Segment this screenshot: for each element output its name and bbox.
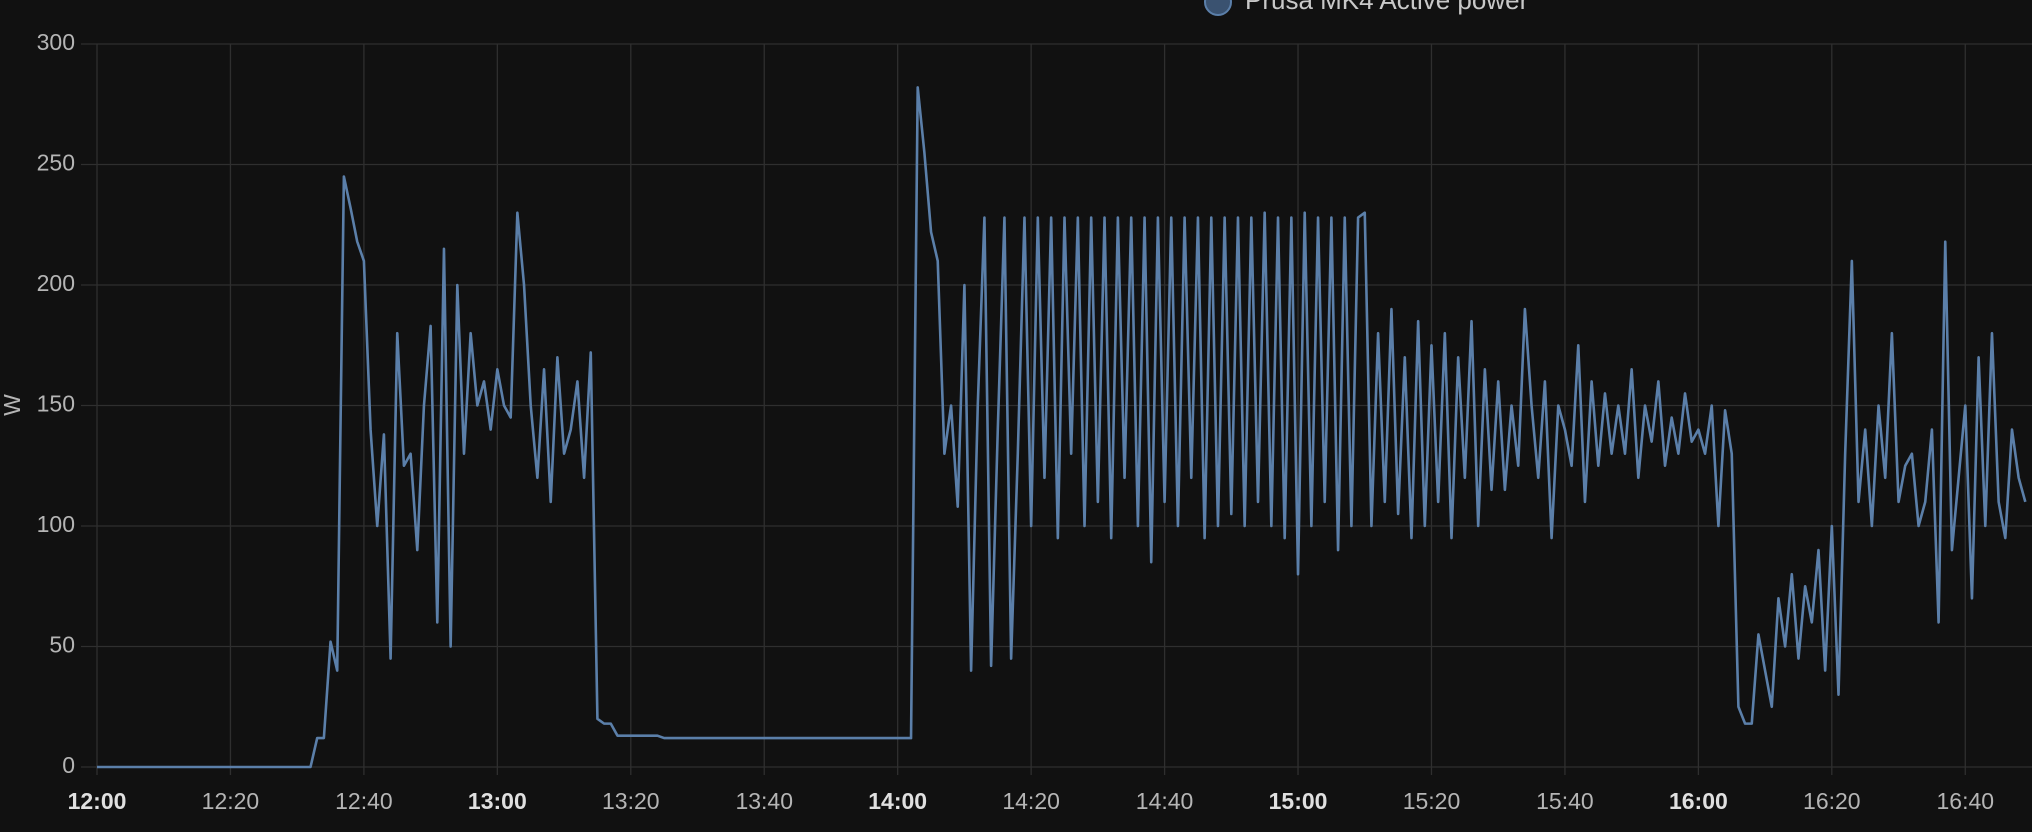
power-line <box>97 86 2027 769</box>
x-tick-label: 12:00 <box>68 788 127 814</box>
x-tick-label: 14:00 <box>868 788 927 814</box>
y-tick-label: 150 <box>37 391 75 417</box>
x-tick-label: 14:40 <box>1136 788 1194 814</box>
x-tick-label: 15:40 <box>1536 788 1594 814</box>
x-tick-label: 12:20 <box>202 788 260 814</box>
x-tick-label: 13:40 <box>735 788 793 814</box>
x-tick-label: 16:40 <box>1936 788 1994 814</box>
x-tick-label: 12:40 <box>335 788 393 814</box>
y-axis-label: W <box>0 394 25 416</box>
x-tick-label: 15:20 <box>1403 788 1461 814</box>
y-tick-label: 50 <box>49 632 75 658</box>
y-tick-label: 0 <box>62 752 75 778</box>
y-tick-label: 100 <box>37 511 75 537</box>
y-tick-label: 200 <box>37 270 75 296</box>
x-tick-label: 13:00 <box>468 788 527 814</box>
y-tick-label: 300 <box>37 29 75 55</box>
x-tick-label: 14:20 <box>1002 788 1060 814</box>
x-tick-label: 16:00 <box>1669 788 1728 814</box>
x-tick-label: 15:00 <box>1269 788 1328 814</box>
legend-label: Prusa MK4 Active power <box>1245 0 1529 15</box>
x-tick-label: 16:20 <box>1803 788 1861 814</box>
x-tick-label: 13:20 <box>602 788 660 814</box>
legend-marker <box>1204 0 1232 16</box>
y-tick-label: 250 <box>37 150 75 176</box>
